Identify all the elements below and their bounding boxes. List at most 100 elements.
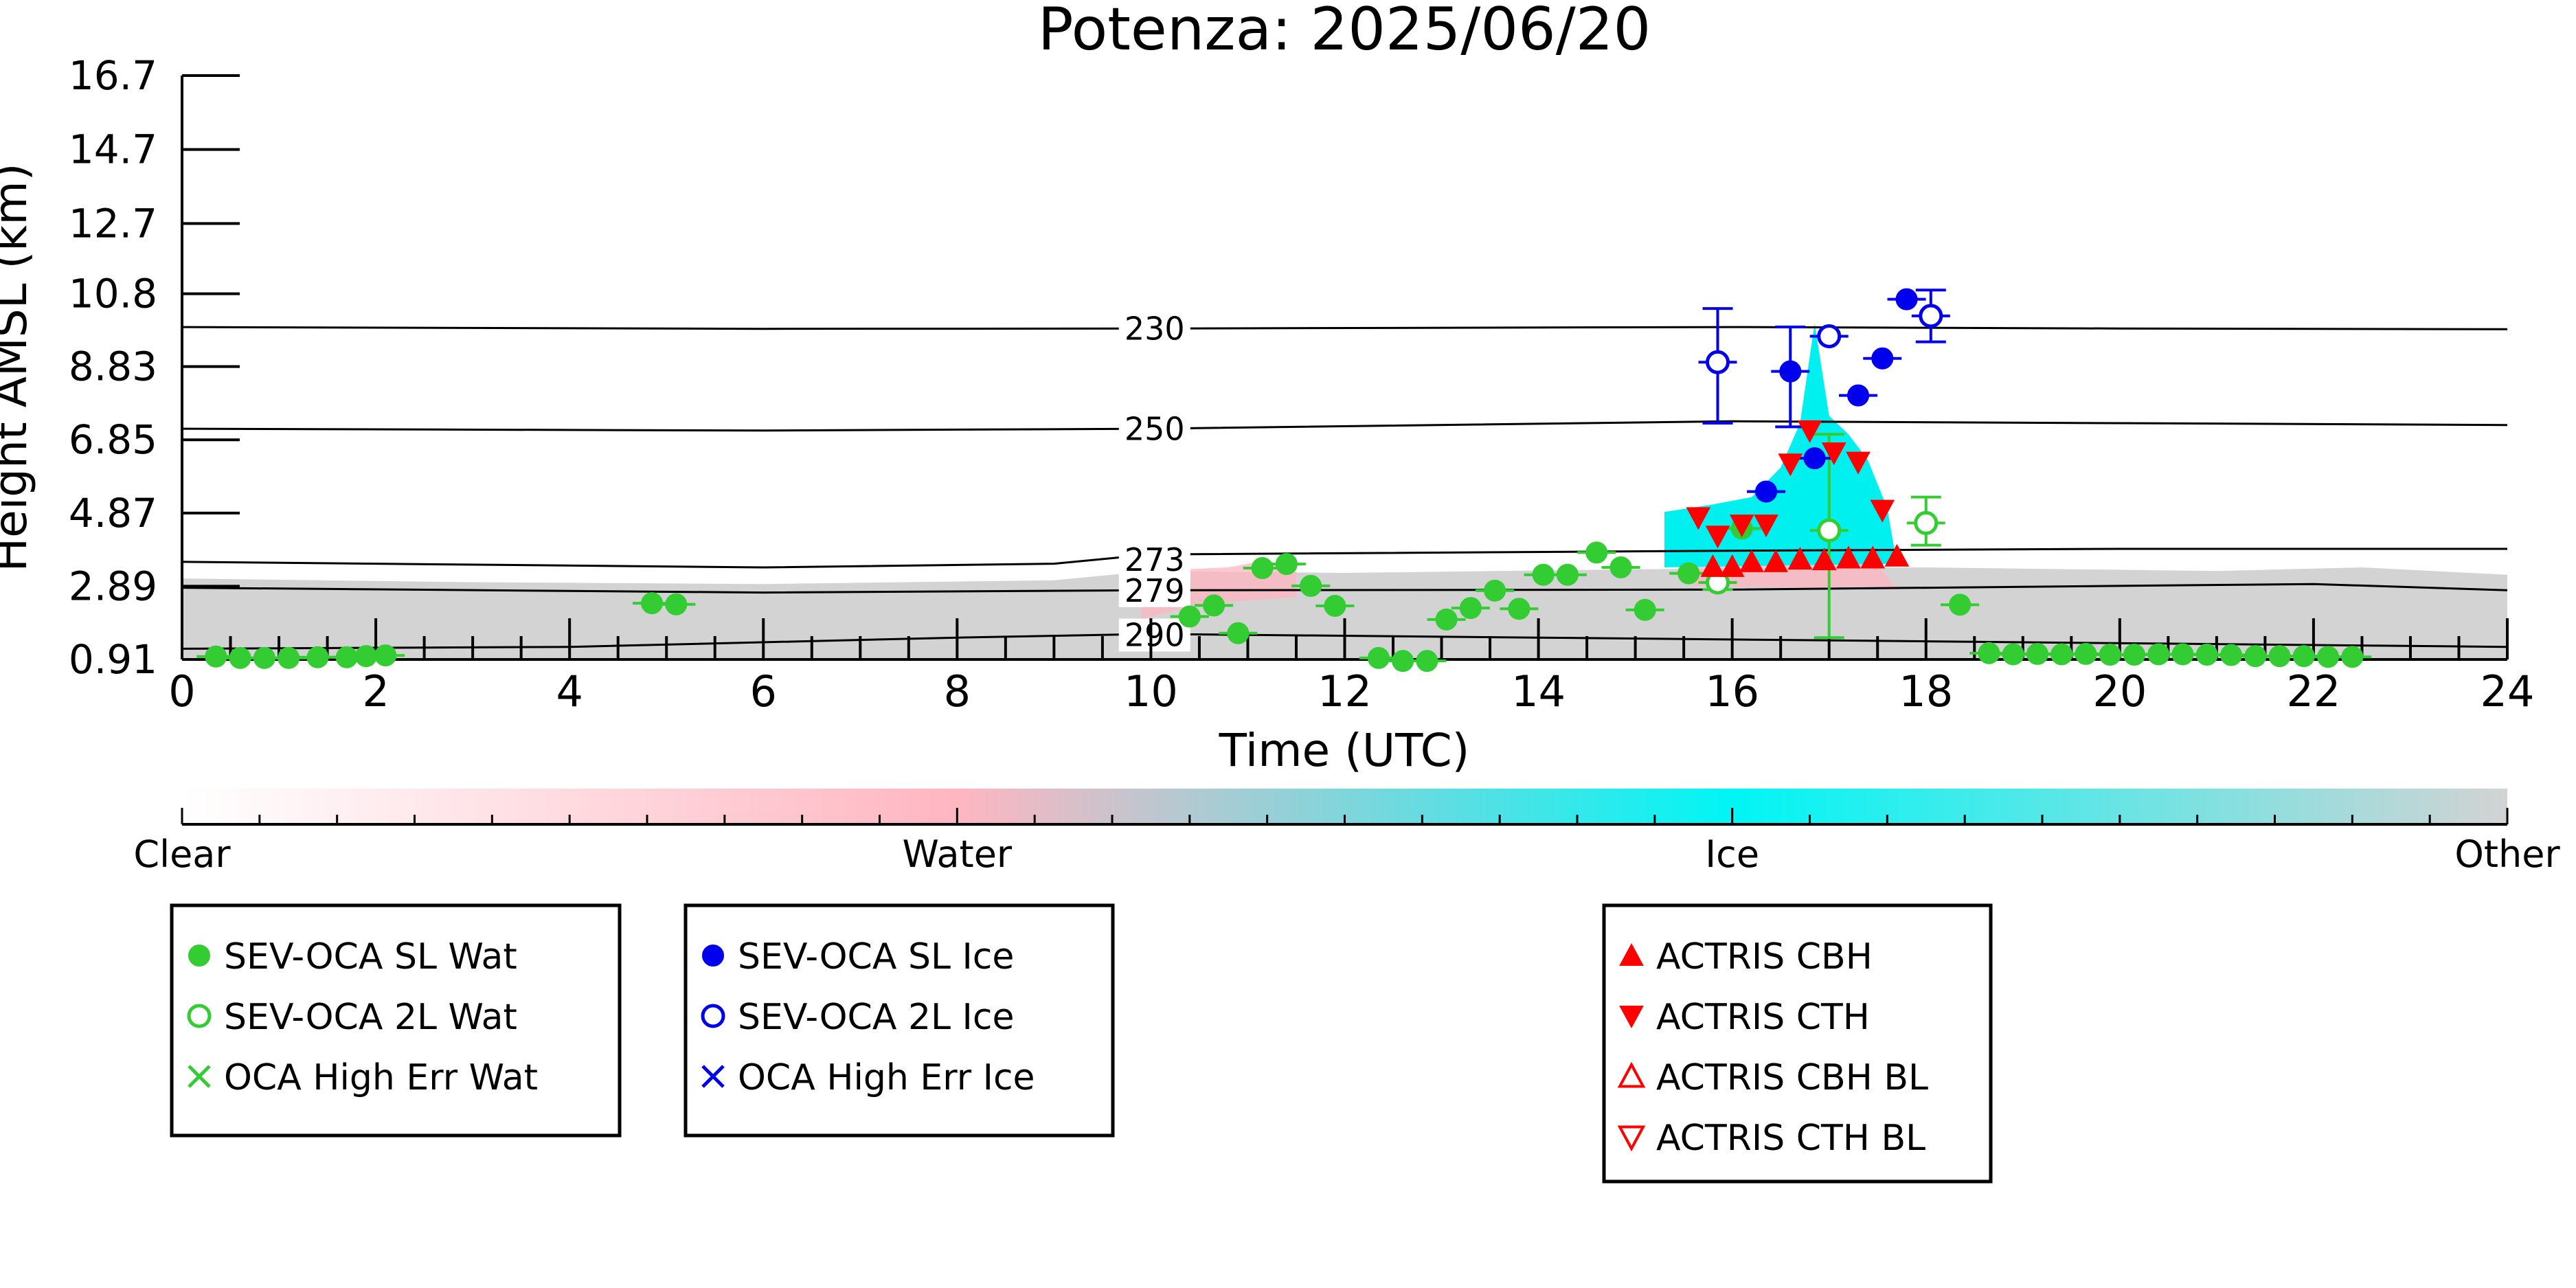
y-tick-label: 10.8 xyxy=(69,271,157,317)
isotherm-label: 273 xyxy=(1125,541,1185,578)
series-group xyxy=(1747,288,1926,503)
open-circle-marker xyxy=(1919,304,1943,328)
series-group xyxy=(1686,420,1895,549)
colorbar-label: Water xyxy=(903,833,1013,876)
triangle-up-marker xyxy=(1787,547,1813,570)
x-tick-label: 4 xyxy=(556,666,583,716)
filled-circle-marker xyxy=(1324,594,1346,617)
open-triangle-up-marker xyxy=(1617,1061,1646,1088)
filled-circle-marker xyxy=(1227,622,1250,644)
legend-entry-label: OCA High Err Wat xyxy=(224,1057,538,1098)
colorbar-label: Other xyxy=(2454,833,2560,876)
filled-circle-marker xyxy=(1508,598,1530,620)
triangle-up-marker xyxy=(1719,554,1745,577)
chart-title: Potenza: 2025/06/20 xyxy=(1038,0,1651,64)
filled-circle-marker xyxy=(188,945,210,967)
filled-circle-marker xyxy=(1556,563,1579,586)
filled-circle-marker xyxy=(1895,288,1918,310)
legend-entry-label: SEV-OCA 2L Wat xyxy=(224,997,517,1038)
filled-circle-marker xyxy=(1779,360,1802,383)
filled-circle-marker xyxy=(1847,384,1870,407)
y-tick-label: 12.7 xyxy=(69,200,157,247)
x-tick-label: 20 xyxy=(2092,666,2147,716)
isotherm-label: 250 xyxy=(1125,410,1185,447)
triangle-up-marker xyxy=(1700,554,1726,577)
filled-circle-marker xyxy=(1459,597,1482,620)
x-marker xyxy=(188,1065,211,1088)
triangle-up-marker xyxy=(1884,543,1910,567)
triangle-down-marker xyxy=(1846,451,1871,475)
triangle-down-marker xyxy=(1797,420,1822,443)
x-tick-label: 24 xyxy=(2481,666,2535,716)
open-circle-marker xyxy=(1817,324,1842,349)
filled-circle-marker xyxy=(1585,541,1608,564)
filled-circle-marker xyxy=(278,646,300,669)
isotherm-label-bg xyxy=(1118,543,1190,577)
ice-cloud-region xyxy=(1664,323,1897,567)
legend-frame xyxy=(1602,903,1993,1184)
y-tick-label: 14.7 xyxy=(69,126,157,173)
filled-circle-marker xyxy=(1367,646,1390,669)
filled-circle-marker xyxy=(1949,594,1971,616)
triangle-up-marker xyxy=(1811,547,1837,571)
open-circle-marker xyxy=(1706,350,1730,374)
triangle-down-marker xyxy=(1705,526,1730,549)
filled-circle-marker xyxy=(374,644,397,667)
filled-circle-marker xyxy=(1755,480,1778,503)
isotherm-label-bg xyxy=(1118,574,1190,607)
legend-entry-label: SEV-OCA SL Ice xyxy=(738,936,1014,978)
legend-entry-label: ACTRIS CBH BL xyxy=(1656,1057,1928,1098)
filled-circle-marker xyxy=(702,945,724,967)
x-tick-label: 10 xyxy=(1124,666,1178,716)
x-tick-label: 6 xyxy=(750,666,777,716)
filled-circle-marker xyxy=(1178,605,1201,628)
series-group xyxy=(1700,543,1910,577)
legend-entry-label: SEV-OCA 2L Ice xyxy=(738,997,1014,1038)
filled-circle-marker xyxy=(1416,650,1438,673)
filled-circle-marker xyxy=(1634,598,1656,621)
triangle-down-marker xyxy=(1619,1006,1644,1029)
filled-circle-marker xyxy=(306,646,329,668)
x-tick-label: 18 xyxy=(1899,666,1953,716)
y-tick-label: 6.85 xyxy=(69,416,157,463)
legend-entry-label: ACTRIS CTH BL xyxy=(1656,1118,1925,1159)
open-circle-marker xyxy=(701,1004,725,1028)
colorbar-label: Ice xyxy=(1705,833,1759,876)
isotherm-line xyxy=(181,326,2508,330)
x-axis-label: Time (UTC) xyxy=(1219,724,1470,777)
filled-circle-marker xyxy=(1275,553,1298,576)
open-circle-marker xyxy=(1817,518,1842,543)
filled-circle-marker xyxy=(1300,574,1322,597)
filled-circle-marker xyxy=(1484,579,1506,602)
x-tick-label: 14 xyxy=(1511,666,1566,716)
triangle-down-marker xyxy=(1686,507,1711,530)
open-triangle-down-marker xyxy=(1617,1125,1646,1152)
y-axis-label: Height AMSL (km) xyxy=(0,163,37,572)
legend-entry-label: ACTRIS CBH xyxy=(1656,936,1873,978)
series-group xyxy=(196,517,2372,673)
x-tick-label: 12 xyxy=(1318,666,1372,716)
triangle-up-marker xyxy=(1619,942,1644,966)
filled-circle-marker xyxy=(2341,646,2364,668)
y-tick-label: 4.87 xyxy=(69,490,157,536)
legend-boxes: SEV-OCA SL Wat SEV-OCA 2L Wat OCA High Err… xyxy=(170,903,1993,1184)
isotherm-label: 230 xyxy=(1125,310,1185,347)
isotherm-label-bg xyxy=(1118,618,1190,652)
filled-circle-marker xyxy=(205,645,227,668)
open-circle-marker xyxy=(187,1004,212,1028)
legend-box: SEV-OCA SL Wat SEV-OCA 2L Wat OCA High Err… xyxy=(170,903,622,1138)
cloud-class-colorbar: Clear Water Ice Other xyxy=(133,789,2560,876)
isotherm-line xyxy=(181,420,2508,432)
y-tick-label: 8.83 xyxy=(69,343,157,390)
triangle-down-marker xyxy=(1821,442,1846,466)
triangle-down-marker xyxy=(1778,453,1803,477)
triangle-up-marker xyxy=(1860,545,1886,569)
data-markers xyxy=(196,288,2372,673)
legend-box: ACTRIS CBH ACTRIS CTH ACTRIS CBH BL ACTRIS … xyxy=(1602,903,1993,1184)
isotherm-label-bg xyxy=(1118,412,1190,446)
filled-circle-marker xyxy=(1435,608,1458,631)
legend-entry-label: OCA High Err Ice xyxy=(738,1057,1035,1098)
